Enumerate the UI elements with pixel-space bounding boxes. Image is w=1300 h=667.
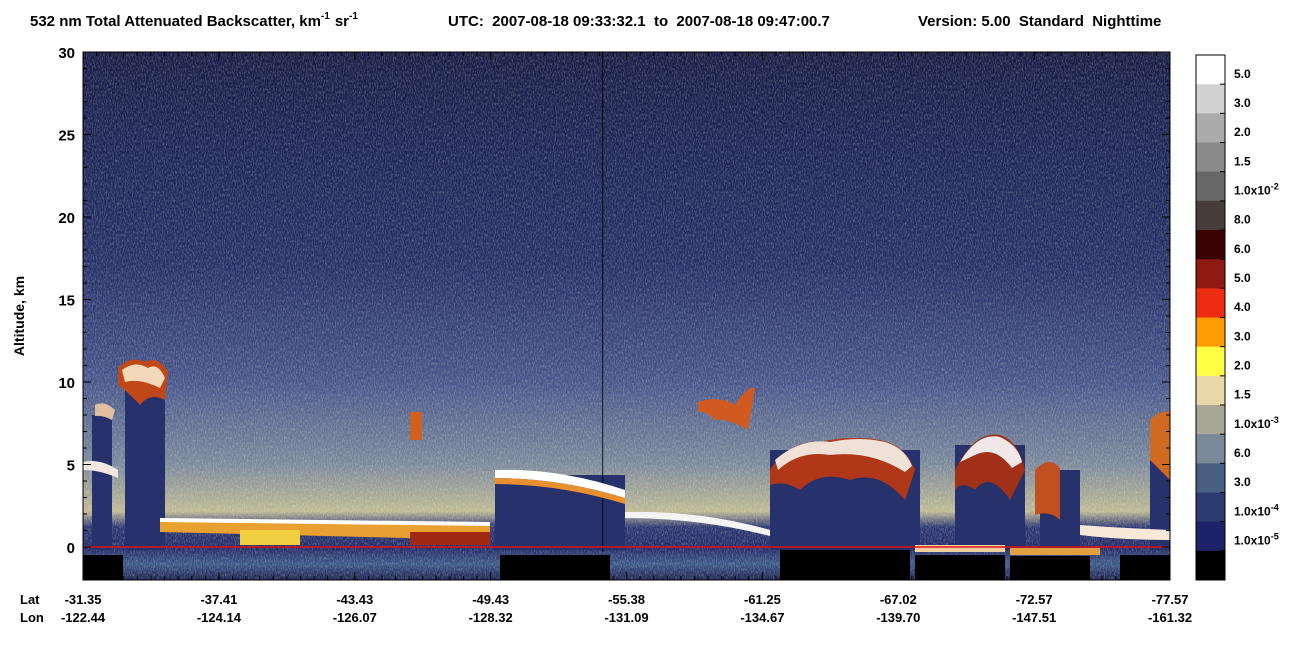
colorbar-swatch: [1196, 142, 1225, 173]
colorbar-label: 2.0: [1234, 125, 1251, 139]
chart-title: 532 nm Total Attenuated Backscatter, km-…: [30, 11, 358, 30]
title-sup: -1: [349, 11, 358, 22]
clouds: [83, 359, 1170, 555]
colorbar-label: 6.0: [1234, 242, 1251, 256]
colorbar-swatch: [1196, 84, 1225, 114]
y-tick-label: 10: [58, 375, 75, 392]
y-tick-label: 20: [58, 210, 75, 227]
x-row-label: Lat: [20, 592, 40, 607]
x-tick-label: -31.35: [65, 592, 102, 607]
x-tick-label: -77.57: [1152, 592, 1189, 607]
y-tick-label: 0: [67, 540, 75, 557]
y-axis-label: Altitude, km: [11, 276, 27, 356]
x-tick-label: -126.07: [333, 610, 377, 625]
colorbar-swatch: [1196, 346, 1225, 377]
x-tick-label: -147.51: [1012, 610, 1056, 625]
x-tick-label: -128.32: [469, 610, 513, 625]
x-tick-label: -131.09: [604, 610, 648, 625]
colorbar-swatch: [1196, 171, 1225, 202]
colorbar-label: 5.0: [1234, 67, 1251, 81]
colorbar-label: 8.0: [1234, 213, 1251, 227]
backscatter-image: [83, 52, 1170, 580]
colorbar-label: 1.0x10-2: [1234, 181, 1279, 197]
colorbar-swatch: [1196, 230, 1225, 260]
colorbar-label: 3.0: [1234, 329, 1251, 343]
colorbar-label-sup: -5: [1271, 531, 1279, 541]
colorbar-label: 1.5: [1234, 388, 1251, 402]
colorbar-label: 1.5: [1234, 154, 1251, 168]
x-row-label: Lon: [20, 610, 44, 625]
x-tick-label: -72.57: [1016, 592, 1053, 607]
title-sup: -1: [321, 11, 330, 22]
title-text: 532 nm Total Attenuated Backscatter, km: [30, 13, 321, 30]
colorbar-swatch: [1196, 405, 1225, 435]
colorbar-label-base: 1.0x10: [1234, 533, 1271, 547]
title-text: sr: [335, 13, 349, 30]
colorbar-swatch: [1196, 521, 1225, 552]
colorbar-label: 1.0x10-3: [1234, 415, 1279, 431]
colorbar-label: 2.0: [1234, 358, 1251, 372]
ground-shadow: [83, 52, 1170, 580]
colorbar-label-sup: -3: [1271, 415, 1279, 425]
colorbar-label-sup: -2: [1271, 181, 1279, 191]
colorbar-label-base: 1.0x10: [1234, 417, 1271, 431]
x-tick-label: -139.70: [876, 610, 920, 625]
colorbar-label: 3.0: [1234, 475, 1251, 489]
utc-range: UTC: 2007-08-18 09:33:32.1 to 2007-08-18…: [448, 13, 830, 30]
colorbar-label: 6.0: [1234, 446, 1251, 460]
x-tick-label: -49.43: [472, 592, 509, 607]
y-tick-label: 15: [58, 293, 75, 310]
colorbar-swatch: [1196, 288, 1225, 318]
colorbar-swatch: [1196, 375, 1225, 406]
colorbar-swatch: [1196, 434, 1225, 464]
x-tick-label: -134.67: [740, 610, 784, 625]
y-tick-label: 25: [58, 128, 75, 145]
y-tick-label: 5: [67, 458, 75, 475]
x-tick-label: -43.43: [336, 592, 373, 607]
colorbar-swatch: [1196, 55, 1225, 85]
colorbar-label-base: 1.0x10: [1234, 183, 1271, 197]
x-tick-label: -124.14: [197, 610, 242, 625]
colorbar-label-base: 1.0x10: [1234, 504, 1271, 518]
colorbar-label-sup: -4: [1271, 502, 1279, 512]
colorbar-swatch: [1196, 200, 1225, 231]
colorbar-label: 3.0: [1234, 96, 1251, 110]
x-tick-label: -122.44: [61, 610, 106, 625]
colorbar-swatch: [1196, 463, 1225, 493]
colorbar-label: 1.0x10-5: [1234, 531, 1279, 547]
x-tick-label: -67.02: [880, 592, 917, 607]
colorbar-label: 1.0x10-4: [1234, 502, 1279, 518]
colorbar-swatch: [1196, 492, 1225, 523]
version: Version: 5.00 Standard Nighttime: [918, 13, 1161, 30]
colorbar-label: 5.0: [1234, 271, 1251, 285]
colorbar-swatch: [1196, 259, 1225, 289]
x-tick-label: -37.41: [200, 592, 237, 607]
colorbar-swatch: [1196, 550, 1225, 581]
x-tick-label: -61.25: [744, 592, 781, 607]
colorbar-swatch: [1196, 113, 1225, 143]
colorbar-label: 4.0: [1234, 300, 1251, 314]
title: 532 nm Total Attenuated Backscatter, km-…: [30, 11, 1161, 30]
x-tick-label: -161.32: [1148, 610, 1192, 625]
x-tick-label: -55.38: [608, 592, 645, 607]
colorbar-swatch: [1196, 317, 1225, 348]
y-tick-label: 30: [58, 45, 75, 62]
